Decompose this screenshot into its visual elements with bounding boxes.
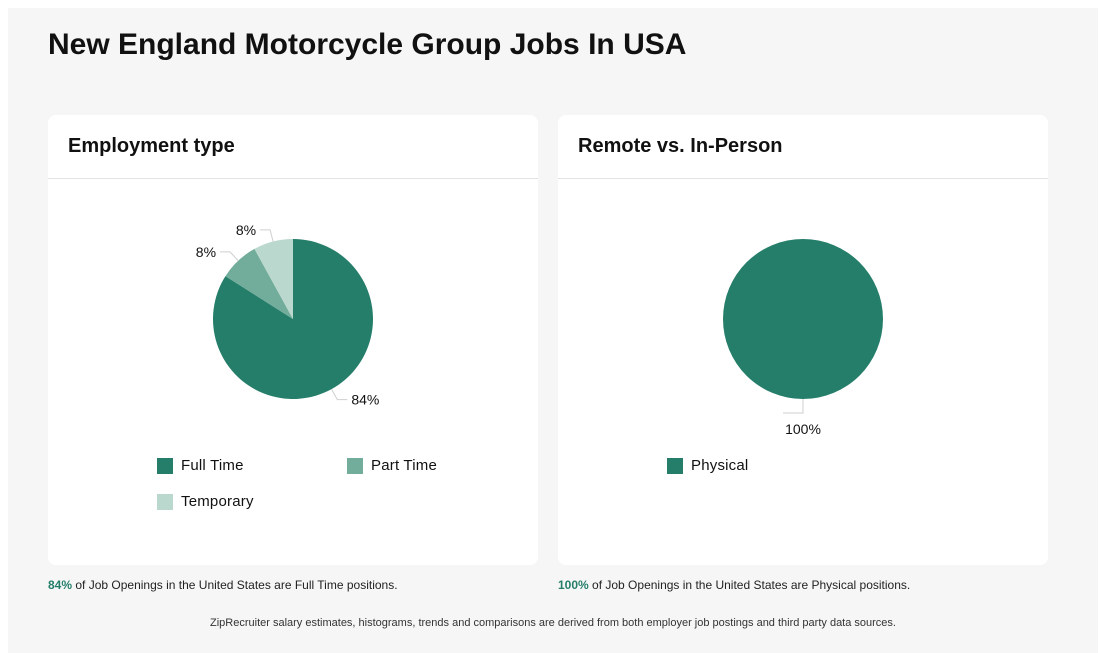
pie-slice-part-time (225, 248, 293, 319)
legend-label: Temporary (181, 493, 254, 510)
card-divider (558, 178, 1048, 179)
leader-line-part-time (220, 251, 239, 262)
employment-type-card: Employment type 84% 8% 8% Full Time Part Ti… (48, 115, 538, 565)
pie-slice-physical (723, 239, 883, 399)
data-label-temporary: 8% (236, 222, 256, 238)
remote-caption: 100% of Job Openings in the United State… (558, 578, 910, 592)
remote-vs-in-person-card: Remote vs. In-Person 100% Physical (558, 115, 1048, 565)
leader-line-physical (783, 399, 804, 414)
legend-item-temporary: Temporary (157, 493, 254, 510)
employment-type-title: Employment type (68, 135, 235, 157)
data-label-physical: 100% (785, 421, 821, 437)
footer-disclaimer: ZipRecruiter salary estimates, histogram… (210, 617, 896, 629)
card-divider (48, 178, 538, 179)
caption-text: of Job Openings in the United States are… (588, 578, 911, 592)
remote-vs-in-person-pie-chart: 100% (723, 239, 883, 437)
legend-item-full-time: Full Time (157, 457, 244, 474)
legend-swatch (347, 457, 363, 474)
leader-line-full-time (331, 388, 348, 401)
legend-label: Physical (691, 457, 749, 474)
data-label-full-time: 84% (351, 392, 379, 408)
employment-type-pie-chart: 84% 8% 8% (196, 222, 380, 408)
legend-swatch (667, 457, 683, 474)
pie-slice-temporary (254, 239, 293, 319)
pie-slice-full-time (213, 239, 374, 399)
page-title: New England Motorcycle Group Jobs In USA (48, 28, 687, 61)
leader-line-temporary (260, 229, 274, 242)
data-label-part-time: 8% (196, 244, 216, 260)
caption-percent: 100% (558, 578, 589, 592)
legend-item-physical: Physical (667, 457, 748, 474)
legend-label: Full Time (181, 457, 244, 474)
legend-item-part-time: Part Time (347, 457, 437, 474)
legend-swatch (157, 493, 173, 510)
employment-type-caption: 84% of Job Openings in the United States… (48, 578, 398, 592)
remote-vs-in-person-title: Remote vs. In-Person (578, 135, 783, 157)
caption-text: of Job Openings in the United States are… (72, 578, 398, 592)
page: New England Motorcycle Group Jobs In USA… (8, 8, 1098, 653)
legend-label: Part Time (371, 457, 437, 474)
caption-percent: 84% (48, 578, 73, 592)
legend-swatch (157, 457, 173, 474)
